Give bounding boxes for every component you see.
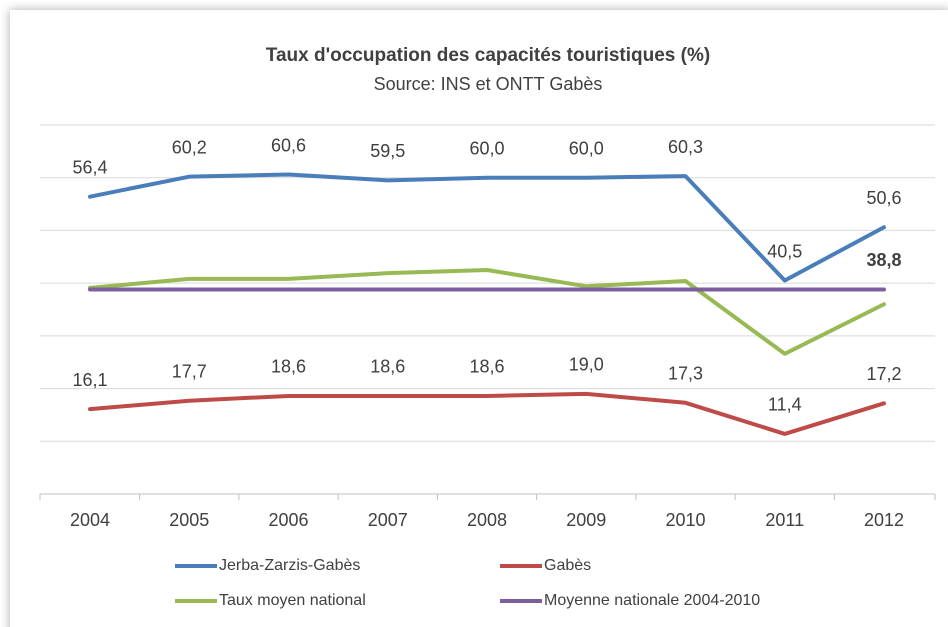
data-label: 18,6 — [271, 357, 306, 377]
legend-label: Moyenne nationale 2004-2010 — [544, 592, 760, 609]
data-label: 60,6 — [271, 135, 306, 155]
legend-label: Gabès — [544, 557, 591, 574]
data-label: 59,5 — [370, 141, 405, 161]
data-label: 19,0 — [569, 355, 604, 375]
x-tick-label: 2008 — [467, 510, 507, 530]
data-label: 40,5 — [767, 241, 802, 261]
chart-frame — [10, 10, 948, 627]
data-label: 60,0 — [569, 138, 604, 158]
x-tick-label: 2005 — [169, 510, 209, 530]
data-label: 17,3 — [668, 364, 703, 384]
series-line — [88, 267, 886, 356]
data-label: 60,0 — [469, 138, 504, 158]
legend-label: Taux moyen national — [219, 592, 366, 609]
data-label: 17,7 — [172, 361, 207, 381]
x-tick-label: 2007 — [368, 510, 408, 530]
chart-subtitle: Source: INS et ONTT Gabès — [374, 74, 603, 94]
x-tick-label: 2006 — [268, 510, 308, 530]
data-label: 60,2 — [172, 137, 207, 157]
data-label: 17,2 — [866, 364, 901, 384]
x-tick-label: 2011 — [765, 510, 804, 530]
chart-title: Taux d'occupation des capacités touristi… — [266, 45, 710, 66]
data-label: 18,6 — [469, 357, 504, 377]
x-tick-label: 2009 — [566, 510, 606, 530]
x-tick-label: 2010 — [665, 510, 705, 530]
data-label: 38,8 — [866, 250, 901, 270]
series-line — [88, 391, 886, 436]
data-label: 11,4 — [768, 395, 802, 415]
x-tick-label: 2012 — [864, 510, 904, 530]
data-label: 56,4 — [72, 157, 107, 177]
legend-label: Jerba-Zarzis-Gabès — [219, 557, 360, 574]
data-label: 50,6 — [866, 188, 901, 208]
x-tick-label: 2004 — [70, 510, 110, 530]
data-label: 18,6 — [370, 357, 405, 377]
data-label: 16,1 — [72, 370, 107, 390]
data-label: 60,3 — [668, 137, 703, 157]
series-line — [88, 172, 886, 283]
